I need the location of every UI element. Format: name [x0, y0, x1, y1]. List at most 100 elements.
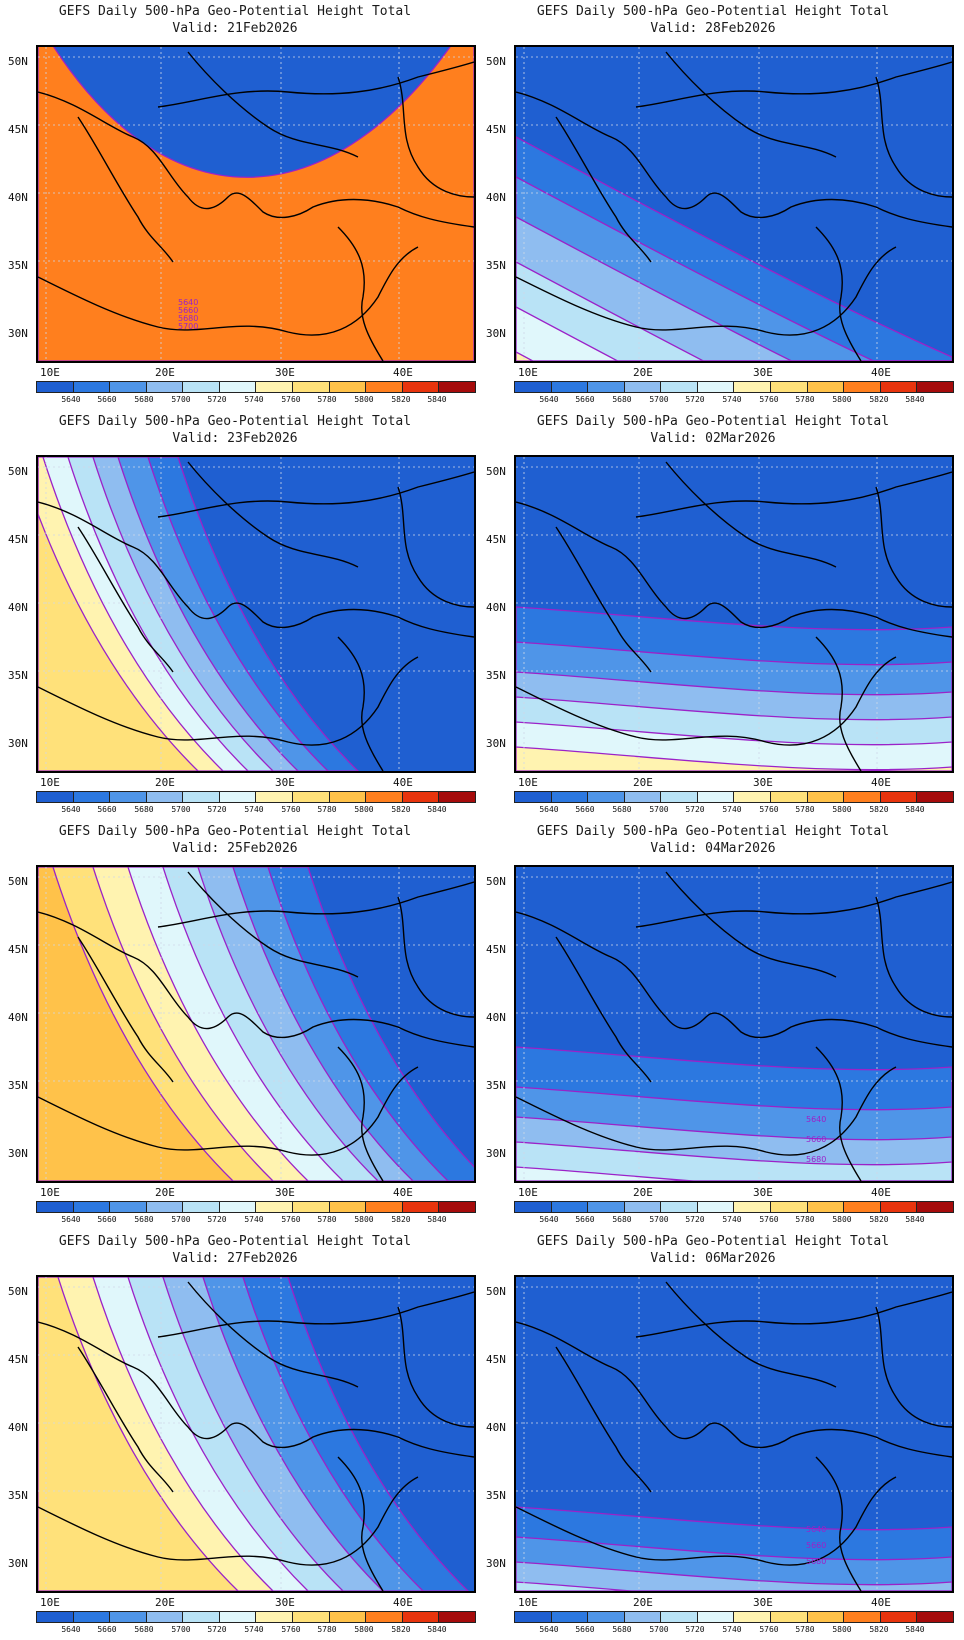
height-band	[516, 1141, 952, 1181]
lat-label: 45N	[8, 943, 28, 956]
lon-label: 30E	[753, 1186, 773, 1199]
contour-label: 5680	[806, 1557, 826, 1566]
lon-label: 30E	[753, 776, 773, 789]
panel-title: GEFS Daily 500-hPa Geo-Potential Height …	[58, 824, 412, 839]
colorbar-label: 5740	[244, 805, 264, 814]
colorbar-label: 5820	[869, 395, 889, 404]
colorbar-swatch	[219, 381, 257, 393]
colorbar-label: 5660	[575, 1625, 595, 1634]
coastline	[187, 871, 359, 978]
colorbar-swatch	[844, 1611, 881, 1623]
colorbar-label: 5680	[612, 1625, 632, 1634]
panel-valid-date: Valid: 23Feb2026	[172, 431, 298, 446]
contour-label: 5660	[806, 1541, 826, 1550]
lat-label: 50N	[8, 55, 28, 68]
lon-label: 10E	[40, 1596, 60, 1609]
lon-label: 10E	[518, 1596, 538, 1609]
colorbar-label: 5640	[539, 395, 559, 404]
lon-label: 20E	[633, 1186, 653, 1199]
coastline	[38, 911, 474, 1048]
colorbar-label: 5720	[207, 805, 227, 814]
lat-label: 40N	[8, 1421, 28, 1434]
colorbar-swatch	[183, 381, 220, 393]
colorbar-swatch	[771, 1201, 808, 1213]
coastline	[38, 656, 419, 746]
coastline	[516, 656, 897, 746]
colorbar-label: 5660	[97, 805, 117, 814]
coastline	[516, 246, 897, 336]
colorbar-swatch	[183, 1611, 220, 1623]
coastline	[337, 226, 384, 361]
panel-title: GEFS Daily 500-hPa Geo-Potential Height …	[536, 1234, 890, 1249]
contour-label: 5640	[178, 298, 198, 307]
colorbar-swatch	[256, 381, 294, 393]
colorbar-swatch	[697, 791, 735, 803]
colorbar-label: 5700	[171, 1625, 191, 1634]
coastline	[38, 1321, 474, 1458]
colorbar-label: 5640	[539, 1215, 559, 1224]
colorbar-label: 5640	[61, 1625, 81, 1634]
colorbar-label: 5780	[317, 395, 337, 404]
colorbar-label: 5720	[207, 1215, 227, 1224]
colorbar-swatch	[402, 381, 440, 393]
colorbar-swatch	[624, 791, 662, 803]
lat-label: 30N	[486, 327, 506, 340]
lat-label: 35N	[486, 669, 506, 682]
colorbar-label: 5740	[244, 1625, 264, 1634]
map-panel: GEFS Daily 500-hPa Geo-Potential Height …	[0, 0, 476, 404]
colorbar-label: 5660	[97, 395, 117, 404]
colorbar-swatch	[697, 381, 735, 393]
coastline	[555, 116, 652, 263]
lat-label: 35N	[8, 1489, 28, 1502]
coastline	[397, 1306, 474, 1428]
colorbar-label: 5700	[171, 1215, 191, 1224]
height-band	[516, 1561, 952, 1591]
height-band	[516, 261, 952, 361]
coastline	[665, 871, 837, 978]
coastline	[337, 1046, 384, 1181]
height-band	[516, 306, 952, 361]
lon-label: 20E	[633, 776, 653, 789]
colorbar-swatch	[661, 791, 698, 803]
colorbar-label: 5680	[134, 1215, 154, 1224]
lat-label: 40N	[8, 601, 28, 614]
colorbar-label: 5680	[134, 1625, 154, 1634]
colorbar-swatch	[661, 1201, 698, 1213]
contour-label: 5640	[806, 1115, 826, 1124]
coastline	[635, 471, 952, 518]
colorbar-label: 5820	[391, 1625, 411, 1634]
colorbar-swatch	[734, 381, 772, 393]
coastline	[397, 896, 474, 1018]
lon-label: 20E	[633, 1596, 653, 1609]
height-band	[38, 47, 474, 361]
coastline	[555, 936, 652, 1083]
coastline	[397, 76, 474, 198]
height-map	[36, 455, 476, 773]
coastline	[665, 51, 837, 158]
contour-label: 5680	[178, 314, 198, 323]
height-band	[516, 746, 952, 771]
height-map	[514, 455, 954, 773]
coastline	[516, 1321, 952, 1458]
coastline	[635, 881, 952, 928]
colorbar-swatch	[624, 1201, 662, 1213]
panel-valid-date: Valid: 04Mar2026	[650, 841, 776, 856]
lon-label: 20E	[633, 366, 653, 379]
colorbar-label: 5740	[722, 1625, 742, 1634]
colorbar-label: 5720	[685, 805, 705, 814]
colorbar-swatch	[73, 1201, 111, 1213]
panel-valid-date: Valid: 25Feb2026	[172, 841, 298, 856]
colorbar-swatch	[880, 1611, 918, 1623]
lon-label: 30E	[275, 776, 295, 789]
lon-label: 40E	[871, 1596, 891, 1609]
coastline	[875, 76, 952, 198]
coastline	[337, 636, 384, 771]
colorbar-label: 5800	[354, 395, 374, 404]
colorbar-swatch	[219, 1611, 257, 1623]
colorbar-label: 5740	[722, 1215, 742, 1224]
colorbar-swatch	[36, 1201, 74, 1213]
colorbar-swatch	[73, 791, 111, 803]
panel-valid-date: Valid: 06Mar2026	[650, 1251, 776, 1266]
colorbar-swatch	[36, 791, 74, 803]
colorbar-label: 5840	[427, 1215, 447, 1224]
